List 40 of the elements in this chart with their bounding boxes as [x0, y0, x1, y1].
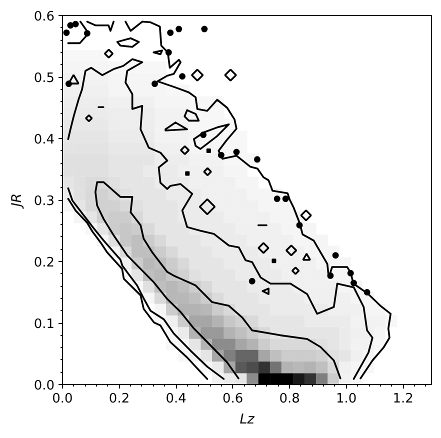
y-tick-label: 0.4 [34, 132, 55, 148]
point [167, 29, 174, 36]
point [176, 26, 182, 32]
y-axis-title: JR [8, 193, 25, 210]
point [364, 289, 370, 296]
point [201, 26, 208, 32]
point [332, 252, 339, 259]
point [63, 29, 70, 36]
point [296, 222, 303, 228]
point [65, 80, 72, 88]
y-tick-label: 0.6 [34, 10, 55, 24]
point [165, 49, 172, 56]
x-tick-label: 0.6 [222, 392, 244, 406]
point [206, 148, 211, 154]
point [233, 148, 240, 156]
point [152, 80, 158, 88]
point [254, 156, 260, 163]
point [185, 171, 190, 176]
x-tick-label: 0.2 [108, 392, 130, 406]
line-series [116, 37, 140, 48]
point [84, 30, 90, 37]
point [179, 73, 186, 80]
x-tick-label: 0.8 [279, 392, 300, 406]
point [274, 196, 280, 202]
point [218, 152, 224, 158]
point [347, 270, 354, 276]
y-tick-label: 0.1 [34, 317, 55, 332]
y-tick-label: 0.5 [34, 71, 55, 86]
y-tick-label: 0.0 [34, 378, 55, 394]
point [67, 22, 74, 29]
point [72, 20, 79, 28]
x-tick-label: 1.0 [336, 392, 357, 406]
x-tick-label: 0.0 [52, 392, 73, 406]
x-axis-title: Lz [240, 412, 256, 428]
point [248, 278, 256, 284]
point [282, 196, 289, 202]
x-tick-label: 1.2 [392, 392, 414, 406]
y-tick-label: 0.2 [34, 256, 55, 270]
x-tick-label: 0.4 [166, 392, 186, 406]
y-tick-label: 0.3 [34, 194, 55, 209]
